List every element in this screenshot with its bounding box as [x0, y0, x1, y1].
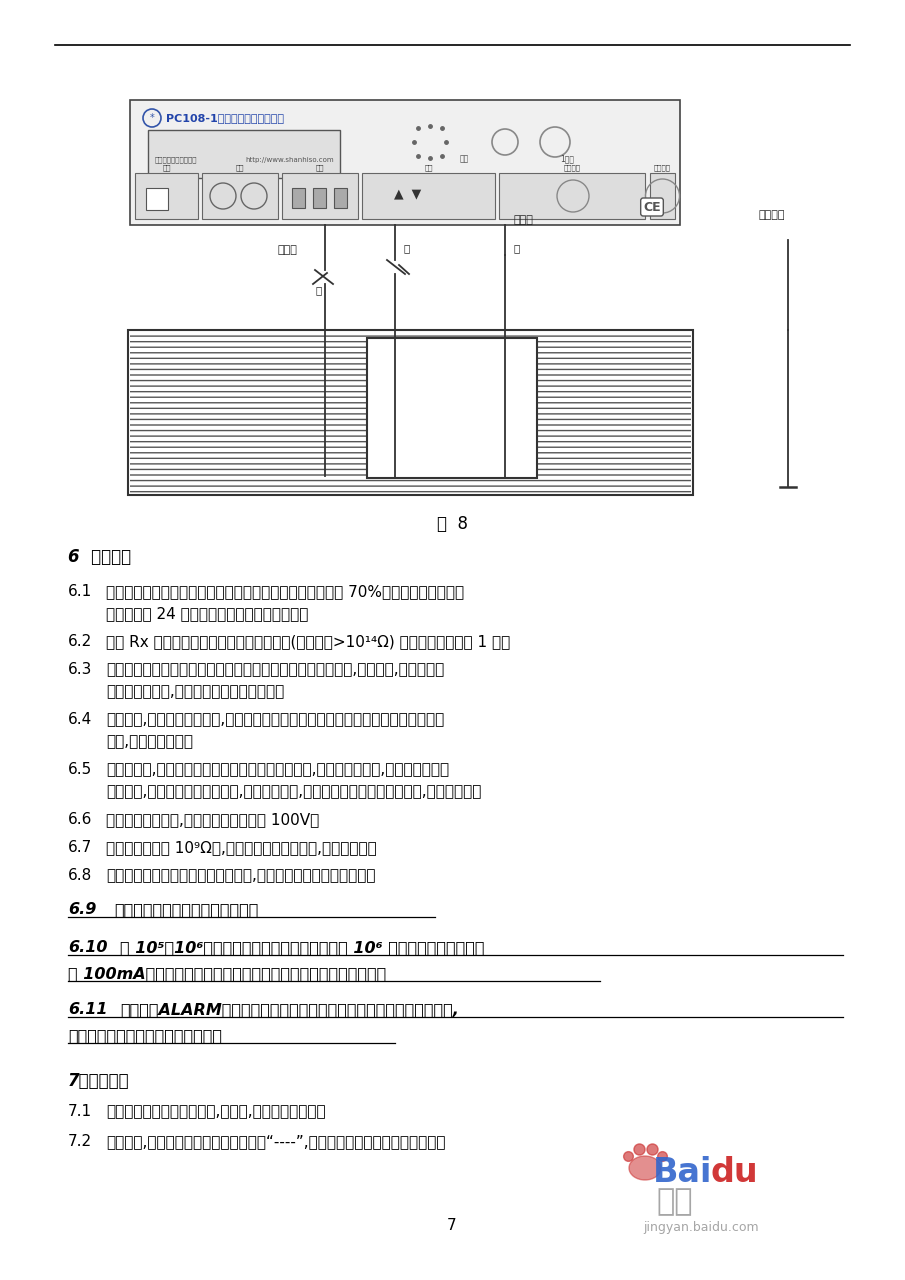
Text: 电源接线夹子不允许与外壳短接。: 电源接线夹子不允许与外壳短接。 — [114, 902, 258, 916]
Text: 试输入端,对于无外套护套的电缆,则可任意连接,但试样必须放在金属屏蔽罩内,罩壳外接地。: 试输入端,对于无外套护套的电缆,则可任意连接,但试样必须放在金属屏蔽罩内,罩壳外… — [106, 783, 481, 799]
Text: 电压: 电压 — [162, 164, 171, 172]
Text: 测试电机,电器等电工产品时,应尽量以将面积较大的或外露的电极部分接至仪器的高: 测试电机,电器等电工产品时,应尽量以将面积较大的或外露的电极部分接至仪器的高 — [106, 712, 444, 727]
Text: ▲  ▼: ▲ ▼ — [395, 187, 422, 201]
Text: 测量输入: 测量输入 — [654, 164, 671, 172]
Text: PC108-1显数字绵缘电阱测试仪: PC108-1显数字绵缘电阱测试仪 — [166, 113, 284, 123]
Text: 6.9: 6.9 — [68, 902, 96, 916]
Bar — [148, 131, 340, 178]
Text: 当被测电阱高于 10⁹Ω时,应将试样置于屏蔽筱内,筱外壳接地。: 当被测电阱高于 10⁹Ω时,应将试样置于屏蔽筱内,筱外壳接地。 — [106, 840, 376, 855]
Bar — [313, 188, 326, 209]
Text: CE: CE — [643, 201, 661, 214]
Text: 定时: 定时 — [235, 164, 244, 172]
Text: http://www.shanhiso.com: http://www.shanhiso.com — [245, 157, 334, 163]
Text: 对电缆产品,如有外金属护套可将这部分作为一电极,接至仪器高压端,而将芯线接至测: 对电缆产品,如有外金属护套可将这部分作为一电极,接至仪器高压端,而将芯线接至测 — [106, 762, 449, 777]
Bar — [135, 173, 198, 219]
Text: *: * — [149, 113, 155, 123]
Text: 红: 红 — [315, 285, 321, 294]
Text: 此时必须转换测量量程，重新启动。: 此时必须转换测量量程，重新启动。 — [68, 1028, 222, 1043]
Text: 7.2: 7.2 — [68, 1134, 92, 1149]
Bar — [282, 173, 358, 219]
Text: 在测试时,切换到最高倍率测试值也显示“----”,检查高压输出端是否有高压输出。: 在测试时,切换到最高倍率测试值也显示“----”,检查高压输出端是否有高压输出。 — [106, 1134, 445, 1149]
Bar — [367, 338, 537, 477]
Text: 用 10⁵、10⁶档测量电阱时时间不宜过长，因在 10⁶ 电阱时测量回路电流达: 用 10⁵、10⁶档测量电阱时时间不宜过长，因在 10⁶ 电阱时测量回路电流达 — [120, 940, 484, 955]
Text: 上海市超电子零售公司: 上海市超电子零售公司 — [155, 156, 197, 163]
Text: 6.2: 6.2 — [68, 634, 92, 649]
Text: 测压: 测压 — [460, 154, 470, 163]
Text: 到 100mA，时间长了，取样电阱容易烧坏。被测电阱不允许短路。: 到 100mA，时间长了，取样电阱容易烧坏。被测电阱不允许短路。 — [68, 966, 386, 980]
Bar — [292, 188, 305, 209]
Text: 1倍率: 1倍率 — [560, 154, 574, 163]
Text: 接到 Rx 的测试导线必须用高绵缘的屏蔽线(绵缘电阱>10¹⁴Ω) 导线长度不应超过 1 米。: 接到 Rx 的测试导线必须用高绵缘的屏蔽线(绵缘电阱>10¹⁴Ω) 导线长度不应… — [106, 634, 510, 649]
Bar — [128, 330, 693, 495]
Text: 当出现《ALARM》字符时，由于超量程的原因，仪器自身保护退出测量,: 当出现《ALARM》字符时，由于超量程的原因，仪器自身保护退出测量, — [120, 1002, 459, 1018]
Text: 6.6: 6.6 — [68, 812, 92, 827]
Text: Bai: Bai — [653, 1156, 712, 1189]
Text: 红: 红 — [513, 243, 519, 253]
Text: 6  注意事项: 6 注意事项 — [68, 548, 131, 566]
Text: 7常故障排除: 7常故障排除 — [68, 1073, 129, 1091]
Bar — [146, 188, 168, 210]
Text: 6.11: 6.11 — [68, 1002, 108, 1018]
Ellipse shape — [629, 1156, 661, 1180]
Text: 6.8: 6.8 — [68, 868, 92, 883]
Bar — [130, 332, 691, 493]
Text: 金属管: 金属管 — [513, 215, 533, 225]
Text: 本仪器一般情况下不能用来测量有一端接地的试样的绵缘电阱,在测试时,试样应放在: 本仪器一般情况下不能用来测量有一端接地的试样的绵缘电阱,在测试时,试样应放在 — [106, 662, 444, 677]
Text: 量程选择: 量程选择 — [564, 164, 580, 172]
Text: 图  8: 图 8 — [436, 515, 468, 532]
Text: 6.3: 6.3 — [68, 662, 92, 677]
Text: 7.1: 7.1 — [68, 1103, 92, 1119]
Text: 6.10: 6.10 — [68, 940, 108, 955]
Bar — [650, 173, 675, 219]
Text: 电流: 电流 — [316, 164, 324, 172]
Bar — [130, 100, 680, 225]
Text: du: du — [710, 1156, 757, 1189]
Text: 被测导线: 被测导线 — [758, 210, 785, 220]
Text: 屏蔽线: 屏蔽线 — [277, 244, 297, 255]
Text: 压端,以免外界干扰。: 压端,以免外界干扰。 — [106, 733, 193, 749]
Text: 7: 7 — [447, 1217, 457, 1233]
Text: 定义: 定义 — [424, 164, 433, 172]
Text: 测试高阱值电阱时,一般测试电压不超过 100V。: 测试高阱值电阱时,一般测试电压不超过 100V。 — [106, 812, 319, 827]
Text: 经验: 经验 — [656, 1188, 692, 1216]
Text: 接通电流后电源指示灯不亮,请检查,保险丝是否损坏。: 接通电流后电源指示灯不亮,请检查,保险丝是否损坏。 — [106, 1103, 326, 1119]
Text: 6.5: 6.5 — [68, 762, 92, 777]
Text: 高阱计测量时，对环境湿度要求很高，首先必须保证湿度在 70%以下，并且至少在此: 高阱计测量时，对环境湿度要求很高，首先必须保证湿度在 70%以下，并且至少在此 — [106, 584, 464, 599]
Text: 6.1: 6.1 — [68, 584, 92, 599]
Bar — [334, 188, 347, 209]
Text: 黑: 黑 — [403, 243, 409, 253]
Bar — [499, 173, 645, 219]
Text: 环境下放罞 24 小时以上，才能保证测量精度。: 环境下放罞 24 小时以上，才能保证测量精度。 — [106, 605, 309, 621]
Text: 测试时人体不能接触试样及靠近试样,以防触电以及影响测试精度。: 测试时人体不能接触试样及靠近试样,以防触电以及影响测试精度。 — [106, 868, 376, 883]
Bar — [362, 173, 495, 219]
Text: jingyan.baidu.com: jingyan.baidu.com — [643, 1221, 758, 1234]
Text: 高绵缘的垫板上,以防止漏电影响测试结果。: 高绵缘的垫板上,以防止漏电影响测试结果。 — [106, 684, 284, 699]
Text: 6.4: 6.4 — [68, 712, 92, 727]
Text: 6.7: 6.7 — [68, 840, 92, 855]
Bar — [202, 173, 278, 219]
